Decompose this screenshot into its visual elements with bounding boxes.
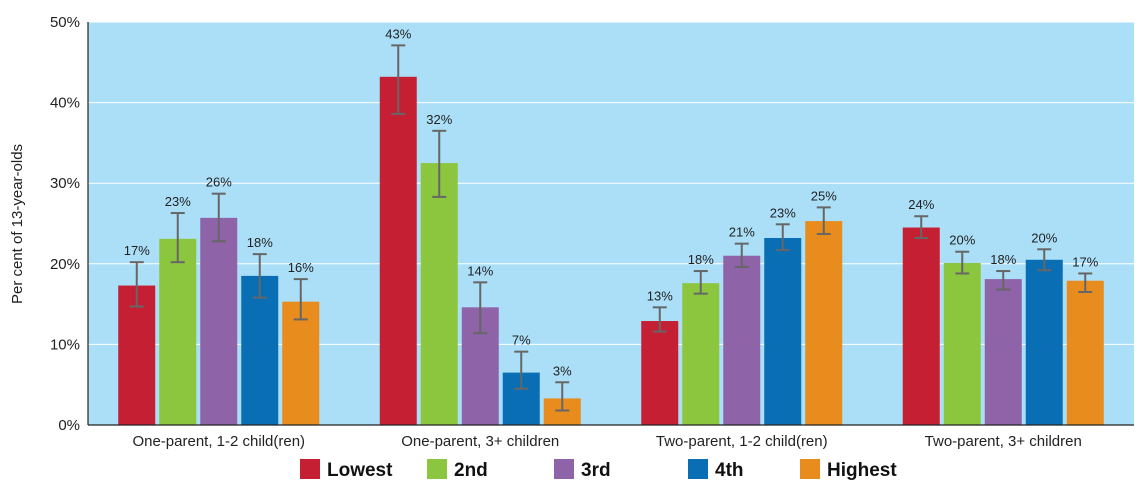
y-tick-label: 0% — [58, 417, 80, 434]
legend-swatch — [688, 459, 708, 479]
bar — [723, 255, 761, 425]
bar — [379, 76, 417, 426]
category-label: Two-parent, 3+ children — [925, 433, 1082, 450]
bar — [282, 301, 320, 425]
data-label: 18% — [990, 252, 1016, 267]
legend-swatch — [800, 459, 820, 479]
legend-label: Lowest — [327, 460, 393, 481]
data-label: 13% — [647, 288, 673, 303]
data-label: 17% — [124, 243, 150, 258]
data-label: 18% — [247, 235, 273, 250]
legend: Lowest 2nd 3rd 4th Highest — [300, 459, 897, 481]
bar — [682, 283, 720, 425]
data-label: 26% — [206, 175, 232, 190]
data-label: 3% — [553, 363, 572, 378]
data-label: 17% — [1072, 254, 1098, 269]
bar — [943, 262, 981, 425]
category-label: One-parent, 1-2 child(ren) — [132, 433, 305, 450]
data-label: 7% — [512, 333, 531, 348]
data-labels-group: 17% 23% 26% 18% 16% 43% 32% 14% 7% 3% 13% 18% 21% 23%… — [124, 26, 1099, 378]
bar — [764, 238, 802, 425]
bar — [159, 238, 197, 425]
bar — [1025, 259, 1063, 425]
data-label: 43% — [385, 26, 411, 41]
data-label: 21% — [729, 225, 755, 240]
data-label: 18% — [688, 252, 714, 267]
bar — [1066, 280, 1104, 425]
data-label: 20% — [1031, 230, 1057, 245]
legend-label: Highest — [827, 460, 897, 481]
legend-swatch — [300, 459, 320, 479]
legend-label: 2nd — [454, 460, 488, 481]
bar — [902, 227, 940, 425]
data-label: 23% — [165, 194, 191, 209]
data-label: 23% — [770, 205, 796, 220]
bar — [805, 221, 843, 425]
data-label: 32% — [426, 112, 452, 127]
legend-label: 4th — [715, 460, 744, 481]
data-label: 25% — [811, 188, 837, 203]
category-label: Two-parent, 1-2 child(ren) — [656, 433, 828, 450]
legend-swatch — [427, 459, 447, 479]
y-tick-label: 20% — [50, 256, 80, 273]
bar — [118, 285, 156, 425]
data-label: 24% — [908, 197, 934, 212]
data-label: 16% — [288, 260, 314, 275]
bar — [984, 279, 1022, 425]
y-tick-label: 10% — [50, 336, 80, 353]
bar — [420, 163, 458, 426]
bar — [641, 321, 679, 425]
y-tick-label: 40% — [50, 95, 80, 112]
y-axis-title: Per cent of 13-year-olds — [9, 144, 26, 304]
legend-swatch — [554, 459, 574, 479]
y-tick-label: 50% — [50, 14, 80, 31]
category-label: One-parent, 3+ children — [401, 433, 559, 450]
y-axis-ticks: 0% 10% 20% 30% 40% 50% — [50, 14, 80, 434]
data-label: 20% — [949, 233, 975, 248]
x-axis-categories: One-parent, 1-2 child(ren) One-parent, 3+… — [132, 433, 1081, 450]
bar — [200, 217, 238, 425]
y-tick-label: 30% — [50, 175, 80, 192]
legend-label: 3rd — [581, 460, 611, 481]
bars-group — [118, 76, 1104, 426]
bar — [241, 275, 279, 425]
error-bars-group — [129, 44, 1093, 412]
data-label: 14% — [467, 263, 493, 278]
